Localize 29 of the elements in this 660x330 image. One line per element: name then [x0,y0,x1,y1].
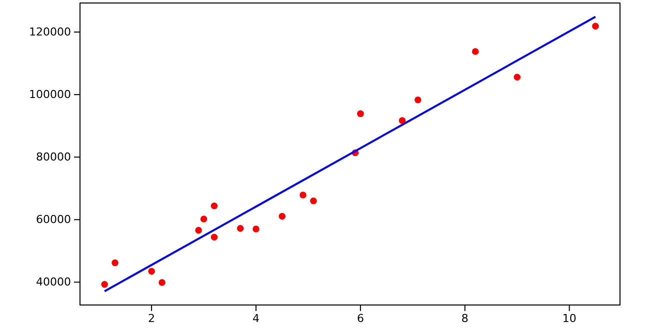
point [357,110,364,118]
x-tick-label: 2 [148,312,156,325]
point [514,74,521,80]
point [200,216,208,222]
point [310,198,317,204]
point [148,268,155,275]
x-tick-label: 10 [562,312,576,325]
point [414,96,422,104]
point [195,226,202,234]
point [101,280,108,288]
point [210,202,218,210]
point [300,192,306,198]
point [398,117,406,124]
y-tick-label: 40000 [36,276,71,289]
point [592,22,599,30]
x-tick-label: 8 [461,312,468,325]
point [236,225,244,232]
x-tick-label: 4 [252,312,260,325]
y-tick-label: 60000 [36,213,71,226]
point [278,212,286,220]
point [112,259,118,266]
point [158,279,166,286]
y-tick-label: 100000 [29,88,71,102]
y-tick-label: 120000 [29,26,71,39]
point [472,48,479,55]
point [210,234,218,241]
x-tick-label: 6 [356,312,364,325]
point [252,226,260,232]
y-tick-label: 80000 [36,150,71,164]
